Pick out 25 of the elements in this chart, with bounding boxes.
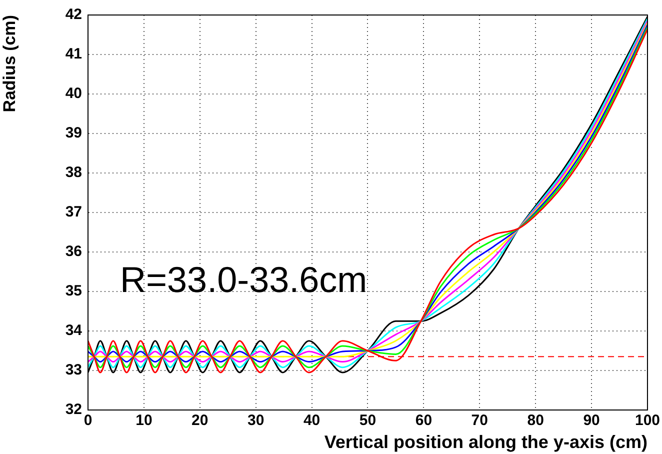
x-axis-title: Vertical position along the y-axis (cm) bbox=[324, 432, 648, 452]
x-tick-label: 50 bbox=[359, 412, 376, 430]
x-tick-label: 0 bbox=[84, 412, 92, 430]
x-tick-label: 90 bbox=[583, 412, 600, 430]
x-tick-label: 40 bbox=[303, 412, 320, 430]
x-tick-label: 100 bbox=[634, 412, 660, 430]
x-tick-label: 10 bbox=[136, 412, 152, 430]
y-tick-label: 42 bbox=[65, 6, 82, 24]
y-tick-label: 37 bbox=[65, 204, 82, 221]
y-tick-label: 38 bbox=[65, 164, 82, 182]
y-tick-label: 39 bbox=[65, 124, 82, 142]
annotation: R=33.0-33.6cm bbox=[120, 259, 368, 300]
y-tick-label: 41 bbox=[65, 46, 82, 63]
y-tick-label: 40 bbox=[65, 85, 82, 102]
x-tick-label: 80 bbox=[527, 412, 544, 430]
y-tick-label: 33 bbox=[65, 362, 82, 379]
y-tick-label: 36 bbox=[65, 243, 82, 260]
x-tick-label: 60 bbox=[415, 412, 432, 430]
y-axis-title: Radius (cm) bbox=[0, 15, 19, 112]
x-tick-label: 70 bbox=[471, 412, 488, 430]
y-tick-label: 35 bbox=[65, 282, 82, 300]
y-tick-label: 32 bbox=[65, 401, 82, 418]
y-tick-label: 34 bbox=[65, 322, 83, 340]
x-tick-label: 20 bbox=[192, 412, 208, 430]
x-tick-label: 30 bbox=[248, 412, 264, 430]
